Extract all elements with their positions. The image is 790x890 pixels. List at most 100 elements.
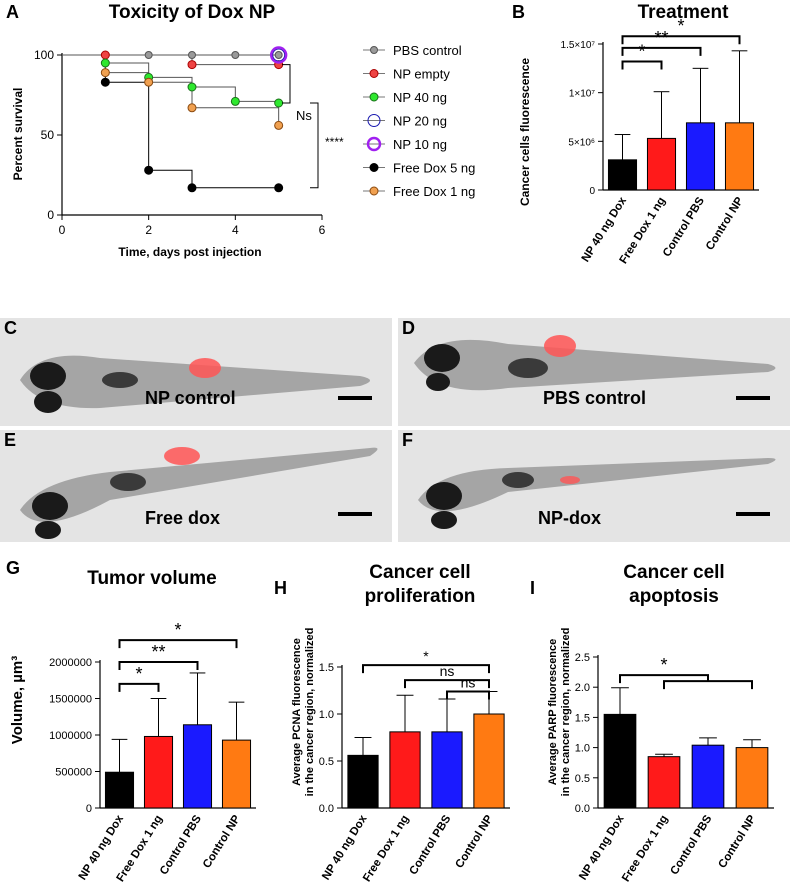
panel-letter-b: B xyxy=(512,2,525,22)
survival-marker xyxy=(187,82,197,92)
image-panel-f: F NP-dox xyxy=(398,430,790,542)
bar xyxy=(735,747,769,809)
significance-label: * xyxy=(423,648,429,664)
survival-marker xyxy=(274,51,283,59)
x-axis-label-a: Time, days post injection xyxy=(118,245,261,259)
survival-marker xyxy=(144,51,153,59)
survival-marker xyxy=(274,183,284,193)
y-tick-label: 1.5 xyxy=(319,662,334,674)
legend-entry: NP 10 ng xyxy=(393,137,447,152)
bar xyxy=(473,713,505,809)
ns-label: Ns xyxy=(296,108,312,123)
x-tick-label: Control PBS xyxy=(407,813,453,877)
survival-marker xyxy=(274,98,284,108)
y-axis-label-h-line2: in the cancer region, normalized xyxy=(304,628,316,797)
image-letter-c: C xyxy=(4,318,17,338)
scale-bar-e xyxy=(338,512,372,516)
significance-stars-a: **** xyxy=(325,135,344,149)
significance-bracket xyxy=(118,639,238,649)
x-tick-label: NP 40 ng Dox xyxy=(320,813,370,883)
survival-marker xyxy=(100,58,110,68)
bar xyxy=(646,137,677,191)
significance-label: ns xyxy=(440,663,455,679)
y-tick-label: 0 xyxy=(86,803,92,815)
significance-bracket xyxy=(362,664,490,674)
panel-letter-g: G xyxy=(6,558,20,578)
bar xyxy=(603,713,637,809)
image-panel-c: C NP control xyxy=(0,318,392,426)
bar xyxy=(347,754,379,809)
y-tick-label: 1500000 xyxy=(49,694,92,706)
x-tick-label: Free Dox 1 ng xyxy=(620,813,670,884)
x-tick-label: Control PBS xyxy=(668,813,714,877)
legend-entry: NP 20 ng xyxy=(393,114,447,129)
sig-bracket-a xyxy=(310,102,319,189)
survival-marker xyxy=(187,60,197,70)
x-tick-label: Control NP xyxy=(454,813,496,871)
fish-image-d xyxy=(414,335,776,391)
significance-label: * xyxy=(677,16,684,36)
survival-marker xyxy=(231,51,240,59)
panel-letter-i: I xyxy=(530,578,535,598)
y-tick-label: 2.5 xyxy=(575,652,590,664)
y-axis-label-a: Percent survival xyxy=(11,88,25,181)
y-tick-label: 2.0 xyxy=(575,682,590,694)
x-tick-label-a: 4 xyxy=(232,223,239,237)
image-label-c: NP control xyxy=(145,388,236,408)
x-tick-label-a: 2 xyxy=(145,223,152,237)
panel-a-survival-chart: A Toxicity of Dox NP Percent survival Ti… xyxy=(6,2,475,259)
chart-title-a: Toxicity of Dox NP xyxy=(109,2,276,23)
y-tick-label-a: 0 xyxy=(47,208,54,222)
survival-line-2 xyxy=(62,54,280,103)
x-tick-label: Control PBS xyxy=(661,195,707,259)
survival-marker xyxy=(144,77,154,87)
axes-a: 0 50 100 0 2 4 6 xyxy=(34,48,326,237)
significance-label: ns xyxy=(461,674,476,690)
image-label-d: PBS control xyxy=(543,388,647,408)
legend-marker xyxy=(367,114,381,127)
y-axis-label-i-line2: in the cancer region, normalized xyxy=(560,628,572,797)
significance-label: ** xyxy=(151,642,165,662)
scale-bar-d xyxy=(736,396,770,400)
legend-marker xyxy=(369,92,379,102)
survival-marker xyxy=(187,183,197,193)
bar xyxy=(182,724,213,809)
chart-title-i-line2: apoptosis xyxy=(629,586,719,607)
y-tick-label-a: 50 xyxy=(41,128,55,142)
significance-bracket xyxy=(621,60,663,70)
bar xyxy=(607,159,638,191)
scale-bar-f xyxy=(736,512,770,516)
significance-label: ** xyxy=(654,28,668,48)
significance-bracket xyxy=(621,35,741,45)
series-group-a xyxy=(62,46,319,193)
bar xyxy=(389,731,421,809)
significance-bracket xyxy=(663,680,753,690)
fish-image-c xyxy=(20,355,370,413)
y-tick-label: 500000 xyxy=(55,767,92,779)
y-tick-label: 1.0 xyxy=(575,743,590,755)
significance-label: * xyxy=(135,664,142,684)
y-tick-label: 2000000 xyxy=(49,657,92,669)
y-tick-label: 0.5 xyxy=(575,773,590,785)
fish-image-f xyxy=(418,458,776,529)
x-tick-label-a: 0 xyxy=(59,223,66,237)
image-letter-d: D xyxy=(402,318,415,338)
significance-label: * xyxy=(660,655,667,675)
x-tick-label-a: 6 xyxy=(319,223,326,237)
y-tick-label: 1.0 xyxy=(319,709,334,721)
legend-entry: NP empty xyxy=(393,67,450,82)
y-axis-label-g: Volume, µm³ xyxy=(9,656,26,744)
chart-title-g: Tumor volume xyxy=(87,568,217,589)
x-tick-label: Free Dox 1 ng xyxy=(361,813,411,884)
survival-marker xyxy=(187,103,197,113)
legend-entry: PBS control xyxy=(393,43,462,58)
legend-a: PBS control NP empty NP 40 ng NP 20 ng NP 10… xyxy=(363,43,475,199)
annotations-a: Ns **** xyxy=(296,108,344,149)
image-label-f: NP-dox xyxy=(538,508,601,528)
fish-image-e xyxy=(20,447,378,539)
x-tick-label: Control NP xyxy=(717,813,759,871)
y-tick-label: 0.0 xyxy=(319,803,334,815)
legend-marker xyxy=(366,136,382,152)
